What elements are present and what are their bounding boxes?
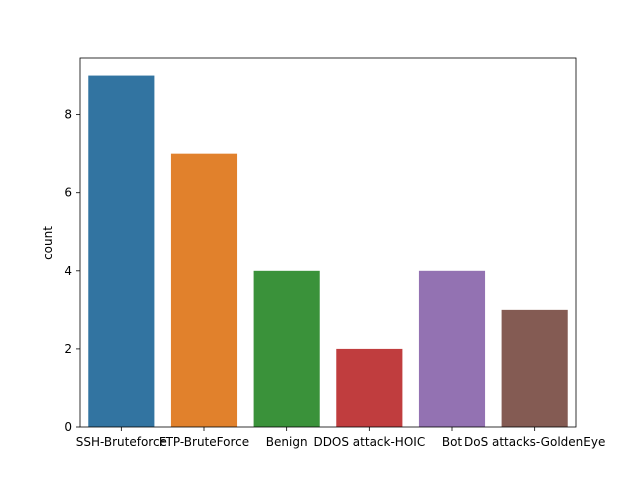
bar-ssh-bruteforce <box>88 75 155 427</box>
y-axis-label: count <box>41 226 55 260</box>
x-tick-label: FTP-BruteForce <box>159 435 249 449</box>
bar-benign <box>253 270 320 427</box>
y-tick-label: 6 <box>64 186 72 200</box>
bar-bot <box>418 270 486 427</box>
x-tick-label: Benign <box>266 435 308 449</box>
bars-layer <box>88 75 568 428</box>
y-tick-label: 8 <box>64 108 72 122</box>
x-tick-label: SSH-Bruteforce <box>76 435 167 449</box>
y-tick-label: 4 <box>64 264 72 278</box>
bar-ddos-attack-hoic <box>336 348 403 427</box>
x-tick-label: Bot <box>442 435 463 449</box>
x-tick-label: DDOS attack-HOIC <box>313 435 425 449</box>
axes-layer <box>79 57 577 428</box>
y-tick-label: 0 <box>64 420 72 434</box>
y-tick-label: 2 <box>64 342 72 356</box>
x-tick-label: DoS attacks-GoldenEye <box>464 435 605 449</box>
bar-ftp-bruteforce <box>170 153 238 428</box>
plot-frame <box>79 57 577 428</box>
bar-dos-attacks-goldeneye <box>501 309 568 427</box>
